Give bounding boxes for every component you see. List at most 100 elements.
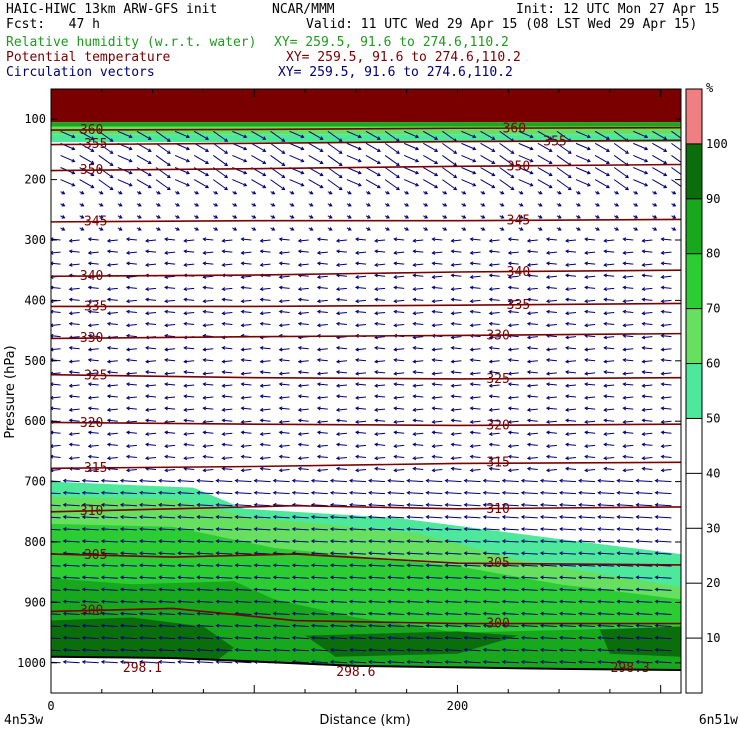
circulation-vector [117, 179, 133, 187]
circulation-vector [518, 130, 534, 139]
circulation-vector [60, 179, 76, 187]
circulation-vector [565, 394, 577, 399]
circulation-vector [270, 202, 276, 207]
circulation-vector [158, 587, 176, 592]
circulation-vector [240, 420, 252, 424]
circulation-vector [316, 275, 328, 279]
circulation-vector [259, 383, 271, 388]
circulation-vector [425, 527, 443, 532]
colorbar-swatch [686, 583, 702, 639]
circulation-vector [327, 215, 333, 219]
circulation-vector [393, 420, 405, 424]
circulation-vector [660, 382, 672, 387]
circulation-vector [196, 587, 214, 592]
circulation-vector [488, 442, 500, 447]
circulation-vector [196, 623, 214, 628]
circulation-vector [603, 432, 615, 437]
circulation-vector [221, 359, 233, 364]
circulation-vector [520, 478, 538, 483]
circulation-vector [374, 297, 386, 302]
circulation-vector [616, 599, 634, 604]
circulation-vector [431, 382, 443, 387]
circulation-vector [81, 611, 99, 616]
circulation-vector [393, 444, 405, 449]
circulation-vector [469, 371, 481, 376]
circulation-vector [81, 527, 99, 532]
circulation-vector [635, 478, 653, 483]
circulation-vector [584, 395, 596, 400]
circulation-vector [423, 215, 429, 219]
circulation-vector [480, 155, 496, 165]
circulation-vector [221, 432, 233, 437]
circulation-vector [329, 623, 347, 628]
circulation-vector [164, 309, 176, 314]
circulation-vector [463, 539, 481, 544]
circulation-vector [125, 299, 137, 304]
circulation-vector [431, 309, 443, 314]
circulation-vector [545, 309, 557, 314]
field-theta-name: Potential temperature [6, 50, 171, 65]
circulation-vector [501, 478, 519, 483]
circulation-vector [480, 130, 496, 140]
circulation-vector [349, 563, 367, 568]
circulation-vector [597, 635, 615, 640]
circulation-vector [291, 563, 309, 568]
circulation-vector [603, 442, 615, 447]
circulation-vector [384, 167, 400, 179]
circulation-vector [297, 418, 309, 423]
circulation-vector [507, 250, 519, 255]
circulation-vector [232, 154, 248, 163]
circulation-vector [139, 490, 157, 495]
circulation-vector [310, 515, 328, 519]
circulation-vector [327, 155, 343, 167]
circulation-vector [355, 261, 367, 266]
circulation-vector [164, 382, 176, 387]
circulation-vector [215, 490, 233, 495]
circulation-vector [183, 321, 195, 326]
circulation-vector [463, 635, 481, 640]
circulation-vector [431, 468, 443, 473]
circulation-vector [403, 130, 420, 139]
circulation-vector [423, 130, 439, 140]
circulation-vector [488, 297, 500, 302]
circulation-vector [660, 395, 672, 400]
circulation-vector [406, 647, 424, 652]
circulation-vector [584, 382, 596, 387]
circulation-vector [444, 599, 462, 604]
circulation-vector [119, 647, 137, 652]
circulation-vector [520, 599, 538, 604]
circulation-vector [545, 420, 557, 424]
circulation-vector [613, 179, 629, 191]
circulation-vector [461, 130, 477, 139]
circulation-vector [87, 454, 99, 459]
circulation-vector [177, 587, 195, 592]
circulation-vector [329, 551, 347, 556]
circulation-vector [365, 190, 371, 195]
circulation-vector [100, 611, 118, 616]
circulation-vector [412, 407, 424, 412]
circulation-vector [565, 383, 577, 388]
circulation-vector [556, 215, 562, 219]
circulation-vector [374, 394, 386, 399]
circulation-vector [164, 444, 176, 449]
circulation-vector [597, 490, 615, 495]
circulation-vector [584, 309, 596, 314]
circulation-vector [425, 490, 443, 495]
circulation-vector [616, 490, 634, 495]
circulation-vector [393, 468, 405, 473]
circulation-vector [545, 454, 557, 459]
circulation-vector [654, 647, 672, 652]
circulation-vector [355, 444, 367, 449]
circulation-vector [622, 285, 634, 290]
circulation-vector [335, 394, 347, 399]
circulation-vector [51, 637, 61, 640]
circulation-vector [482, 490, 500, 495]
circulation-vector [374, 466, 386, 471]
circulation-vector [253, 623, 271, 628]
circulation-vector [622, 406, 634, 411]
circulation-vector [384, 190, 390, 195]
circulation-vector [488, 335, 500, 340]
circulation-vector [616, 551, 634, 556]
circulation-vector [215, 563, 233, 568]
circulation-vector [603, 249, 615, 254]
